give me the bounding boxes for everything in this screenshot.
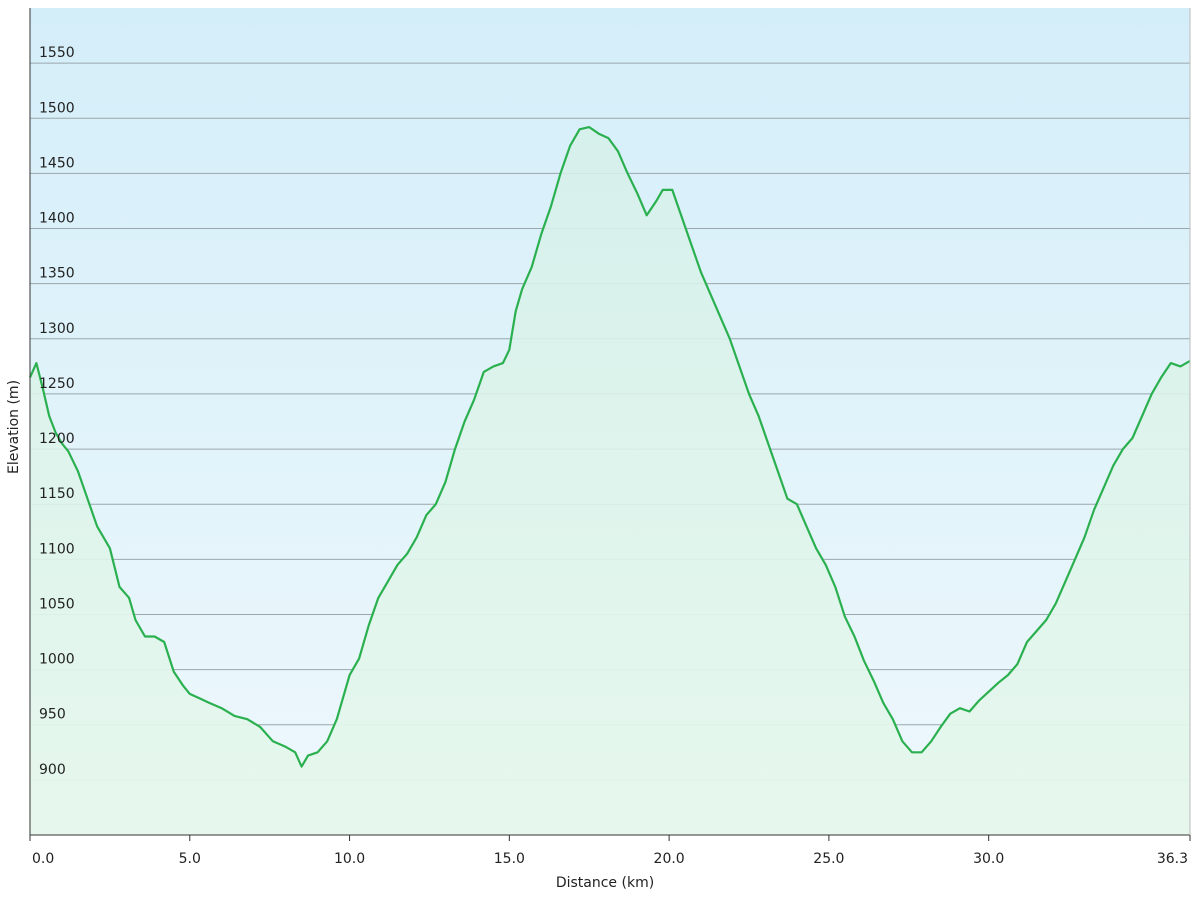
x-tick-label: 36.3 bbox=[1157, 851, 1188, 867]
y-tick-label: 1350 bbox=[39, 266, 75, 282]
x-tick-label: 20.0 bbox=[654, 851, 685, 867]
y-tick-label: 1100 bbox=[39, 541, 75, 557]
y-axis-label: Elevation (m) bbox=[6, 380, 22, 474]
y-tick-label: 950 bbox=[39, 707, 66, 723]
x-tick-label: 10.0 bbox=[334, 851, 365, 867]
x-tick-label: 15.0 bbox=[494, 851, 525, 867]
y-tick-label: 1150 bbox=[39, 486, 75, 502]
x-tick-label: 25.0 bbox=[813, 851, 844, 867]
elevation-area bbox=[30, 127, 1190, 836]
y-tick-label: 1300 bbox=[39, 321, 75, 337]
y-tick-label: 1250 bbox=[39, 376, 75, 392]
y-tick-label: 900 bbox=[39, 762, 66, 778]
y-tick-label: 1450 bbox=[39, 155, 75, 171]
y-tick-label: 1050 bbox=[39, 596, 75, 612]
y-tick-label: 1400 bbox=[39, 211, 75, 227]
y-tick-label: 1550 bbox=[39, 45, 75, 61]
x-tick-label: 0.0 bbox=[32, 851, 54, 867]
x-tick-label: 30.0 bbox=[973, 851, 1004, 867]
y-tick-label: 1000 bbox=[39, 652, 75, 668]
y-tick-labels: 900 950 1000 1050 1100 1150 1200 1250 1300 1350 14… bbox=[39, 45, 75, 778]
y-tick-label: 1200 bbox=[39, 431, 75, 447]
y-tick-label: 1500 bbox=[39, 100, 75, 116]
elevation-line bbox=[28, 125, 1191, 768]
x-tick-label: 5.0 bbox=[179, 851, 201, 867]
x-axis-label: Distance (km) bbox=[556, 875, 654, 891]
x-tick-labels: 0.0 5.0 10.0 15.0 20.0 25.0 30.0 36.3 bbox=[29, 835, 1191, 867]
